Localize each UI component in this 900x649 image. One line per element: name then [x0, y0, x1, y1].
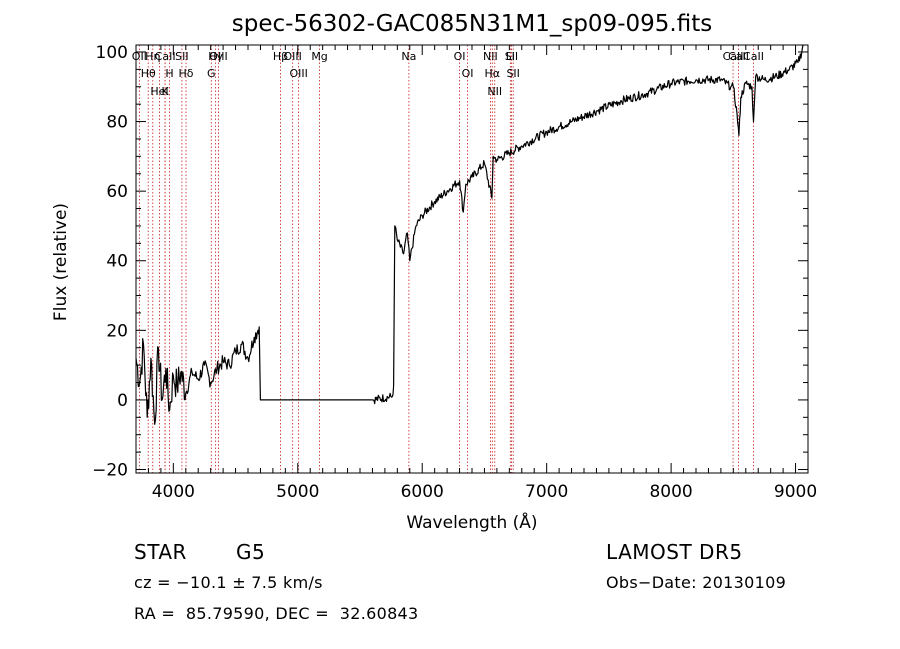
y-tick-label: 20: [106, 321, 128, 341]
line-marker-label: H: [165, 67, 173, 80]
line-marker-label: Hγ: [208, 50, 223, 63]
y-tick-label: 60: [106, 182, 128, 202]
x-tick-label: 4000: [152, 482, 195, 502]
line-marker-label: Hδ: [179, 67, 194, 80]
line-marker-label: OIII: [289, 67, 307, 80]
line-marker-label: Na: [401, 50, 416, 63]
survey-name: LAMOST DR5: [606, 540, 743, 564]
y-tick-label: 0: [117, 391, 128, 411]
line-marker-label: NII: [483, 50, 498, 63]
y-axis-label: Flux (relative): [51, 203, 71, 321]
line-marker-label: NII: [487, 85, 502, 98]
y-tick-label: −20: [92, 461, 128, 481]
line-marker-label: OI: [454, 50, 466, 63]
spectral-subclass: G5: [236, 540, 266, 564]
chart-title: spec-56302-GAC085N31M1_sp09-095.fits: [232, 11, 712, 37]
plot-frame: [135, 44, 809, 474]
x-tick-label: 8000: [649, 482, 692, 502]
line-marker-label: OIII: [209, 50, 227, 63]
line-marker-label: Mg: [311, 50, 327, 63]
line-marker-label: CaII: [155, 50, 176, 63]
line-marker-label: SII: [506, 67, 519, 80]
redshift-velocity: cz = −10.1 ± 7.5 km/s: [134, 573, 323, 592]
line-marker-label: G: [207, 67, 216, 80]
x-tick-label: 5000: [276, 482, 319, 502]
line-marker-label: CaII: [743, 50, 764, 63]
x-axis-label: Wavelength (Å): [406, 511, 537, 533]
spectrum-plot: spec-56302-GAC085N31M1_sp09-095.fits CaI…: [51, 11, 817, 533]
y-tick-label: 40: [106, 252, 128, 272]
line-marker-label: OIII: [283, 50, 301, 63]
line-marker-label: K: [162, 85, 170, 98]
line-marker-label: Li: [506, 50, 515, 63]
line-marker-label: SII: [175, 50, 188, 63]
line-marker-label: HeI: [150, 85, 168, 98]
x-tick-label: 6000: [401, 482, 444, 502]
line-marker-label: Hη: [145, 50, 160, 63]
spectral-line-markers: [138, 45, 754, 473]
x-axis: 4000 5000 6000 7000 8000 9000: [135, 45, 817, 502]
coordinates: RA = 85.79590, DEC = 32.60843: [134, 604, 419, 623]
y-tick-label: 80: [106, 113, 128, 133]
line-marker-label: Hθ: [141, 67, 156, 80]
observation-date: Obs−Date: 20130109: [606, 573, 787, 592]
x-tick-label: 7000: [525, 482, 568, 502]
y-axis: −20 0 20 40 60 80 100: [92, 43, 808, 481]
line-marker-label: CaII: [728, 50, 749, 63]
object-type: STAR: [134, 540, 187, 564]
spectrum-line: [135, 44, 804, 425]
line-marker-label: Hβ: [273, 50, 288, 63]
line-marker-label: OI: [462, 67, 474, 80]
line-marker-label: CaII: [723, 50, 744, 63]
line-marker-label: SII: [505, 50, 518, 63]
x-tick-label: 9000: [774, 482, 817, 502]
y-tick-label: 100: [96, 43, 128, 63]
line-marker-label: Hα: [485, 67, 501, 80]
